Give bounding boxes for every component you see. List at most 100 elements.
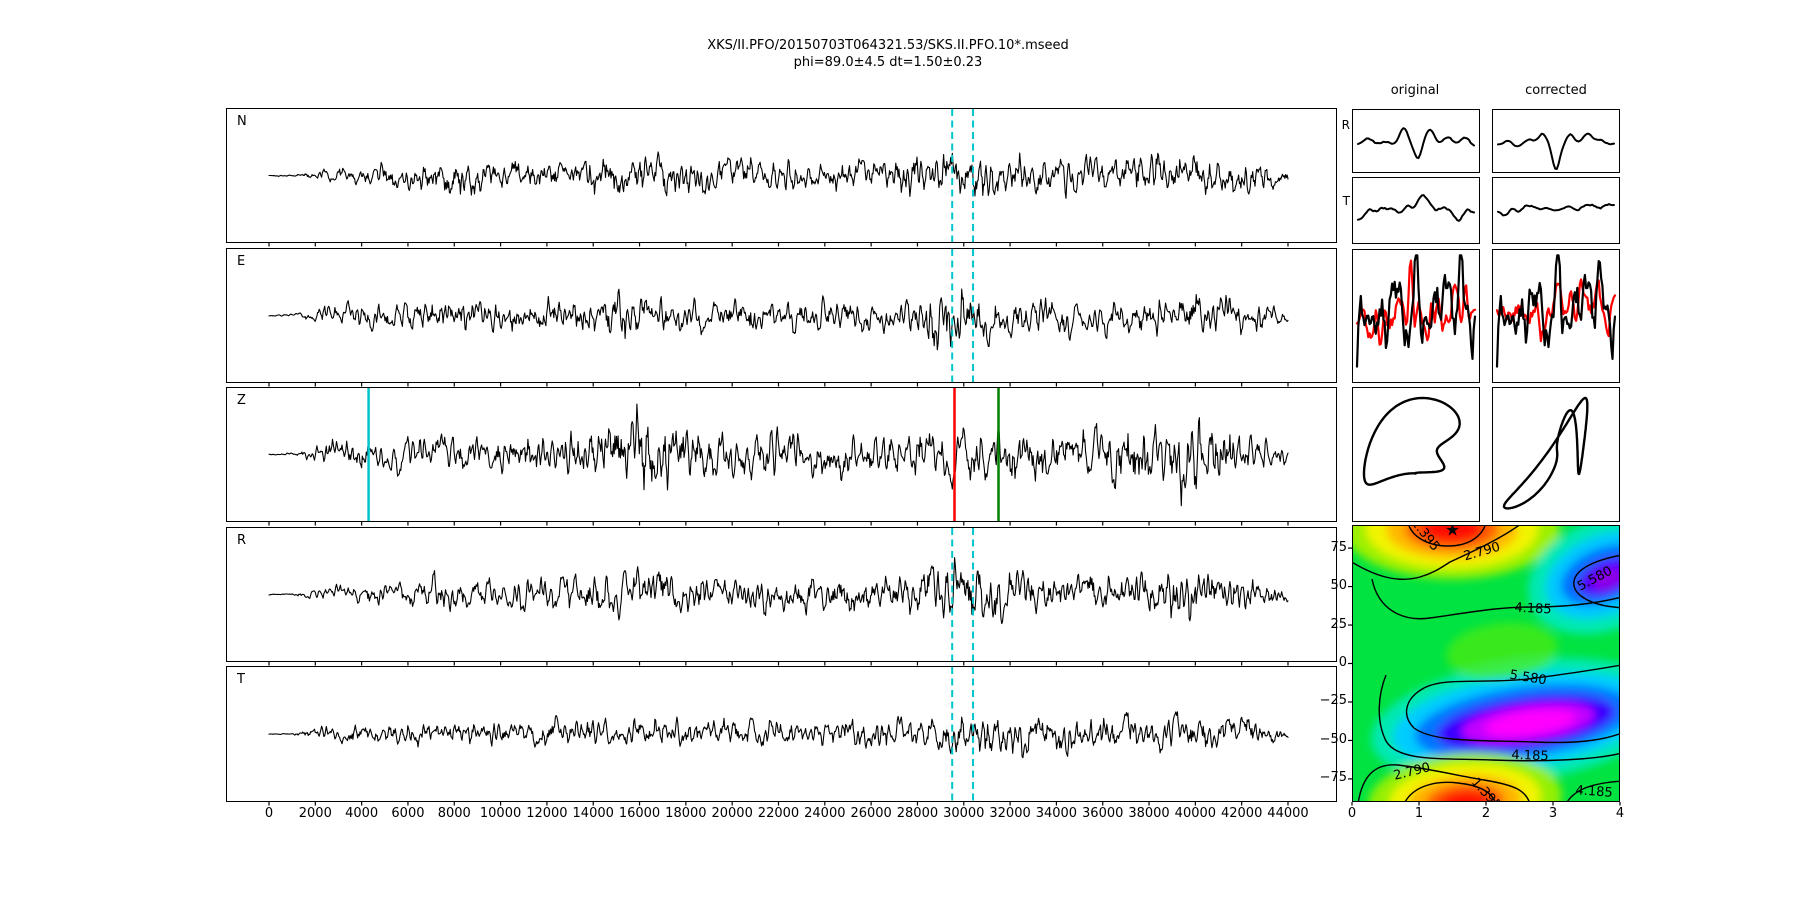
x-tick-label: 12000 — [526, 806, 568, 821]
x-tick-label: 32000 — [989, 806, 1031, 821]
contour-x-tick-label: 0 — [1347, 806, 1357, 821]
trace-path — [268, 151, 1289, 199]
trace-path — [1357, 194, 1475, 222]
panel-label-n: N — [237, 114, 247, 129]
row-label-t: T — [1342, 194, 1350, 208]
trace-path — [1355, 259, 1477, 346]
r-original-panel — [1352, 109, 1480, 173]
x-tick-label: 10000 — [479, 806, 522, 821]
x-tick-label: 18000 — [665, 806, 707, 821]
contour-line — [1378, 674, 1620, 762]
t-original-panel — [1352, 177, 1480, 244]
x-tick-label: 24000 — [804, 806, 846, 821]
fast-slow-original-traces — [1355, 254, 1477, 368]
panel-label-t: T — [237, 672, 245, 687]
x-tick-label: 8000 — [437, 806, 471, 821]
panel-label-e: E — [237, 254, 246, 269]
r-corrected-panel — [1492, 109, 1620, 173]
contour-x-tick-label: 1 — [1414, 806, 1424, 821]
trace-path — [1497, 203, 1615, 217]
contour-line — [1573, 554, 1620, 609]
trace-path — [1362, 396, 1461, 486]
seismogram-trace-z — [268, 388, 1289, 521]
row-label-r: R — [1341, 118, 1350, 132]
x-tick-label: 30000 — [943, 806, 985, 821]
r-original-trace — [1357, 127, 1475, 160]
contour-frame — [1352, 525, 1620, 802]
best-solution-star-icon: ★ — [1445, 525, 1460, 541]
fast-slow-original-panel — [1352, 249, 1480, 383]
trace-path — [268, 403, 1289, 507]
seismogram-panel-z: Z — [226, 387, 1337, 522]
contour-line — [1352, 525, 1521, 580]
trace-path — [1497, 132, 1615, 170]
x-tick-label: 6000 — [391, 806, 425, 821]
fast-slow-corrected-traces — [1495, 254, 1617, 368]
t-corrected-trace — [1497, 203, 1615, 217]
particle-motion-original-panel — [1352, 387, 1480, 522]
column-header-corrected: corrected — [1525, 83, 1587, 98]
contour-line — [1566, 780, 1620, 802]
trace-path — [268, 557, 1289, 625]
t-original-trace — [1357, 194, 1475, 222]
x-tick-label: 36000 — [1082, 806, 1124, 821]
panel-label-r: R — [237, 533, 247, 548]
contour-y-tick-label: −75 — [1319, 770, 1347, 786]
x-tick-label: 22000 — [757, 806, 800, 821]
x-tick-label: 20000 — [711, 806, 753, 821]
particle-motion-corrected-panel — [1492, 387, 1620, 522]
contour-line — [1408, 525, 1486, 547]
contour-level-label: 4.185 — [1514, 601, 1552, 618]
contour-line — [1404, 781, 1496, 802]
figure-subtitle: phi=89.0±4.5 dt=1.50±0.23 — [793, 55, 983, 70]
contour-y-tick-label: 75 — [1330, 539, 1347, 555]
r-corrected-trace — [1497, 132, 1615, 170]
x-tick-label: 2000 — [298, 806, 332, 821]
contour-line — [1405, 664, 1620, 744]
x-tick-label: 26000 — [850, 806, 892, 821]
t-corrected-panel — [1492, 177, 1620, 244]
seismogram-panel-t: T — [226, 666, 1337, 802]
trace-path — [1357, 127, 1475, 160]
seismogram-trace-e — [268, 249, 1289, 382]
seismogram-trace-r — [268, 528, 1289, 661]
contour-x-tick-label: 2 — [1481, 806, 1491, 821]
figure-title: XKS/II.PFO/20150703T064321.53/SKS.II.PFO… — [707, 38, 1069, 53]
contour-y-tick-label: −25 — [1319, 693, 1347, 709]
contour-x-tick-label: 3 — [1548, 806, 1558, 821]
trace-path — [268, 711, 1289, 759]
trace-path — [1502, 396, 1589, 510]
x-tick-label: 38000 — [1128, 806, 1170, 821]
contour-y-tick-label: −50 — [1319, 731, 1347, 747]
energy-contour-map: 1.395 2.790 5.580 4.185 5.580 4.185 2.790 1.395… — [1352, 525, 1620, 802]
x-tick-label: 28000 — [896, 806, 939, 821]
contour-line — [1371, 578, 1620, 620]
contour-x-tick-label: 4 — [1615, 806, 1625, 821]
x-tick-label: 16000 — [618, 806, 661, 821]
trace-path — [268, 288, 1289, 351]
seismogram-trace-t — [268, 667, 1289, 801]
contour-y-tick-label: 50 — [1330, 578, 1347, 594]
x-tick-label: 0 — [264, 806, 274, 821]
seismogram-trace-n — [268, 109, 1289, 242]
fast-slow-corrected-panel — [1492, 249, 1620, 383]
trace-path — [1355, 254, 1477, 368]
particle-motion-corrected-curve — [1502, 396, 1589, 510]
contour-level-label: 5.580 — [1508, 668, 1547, 689]
seismogram-panel-n: N — [226, 108, 1337, 243]
x-tick-label: 4000 — [345, 806, 379, 821]
contour-map-surface: 1.395 2.7905.5804.1855.5804.1852.7901.395… — [1352, 525, 1620, 802]
x-tick-label: 44000 — [1267, 806, 1309, 821]
x-tick-label: 34000 — [1035, 806, 1078, 821]
x-tick-label: 42000 — [1220, 806, 1263, 821]
x-tick-label: 40000 — [1174, 806, 1217, 821]
contour-line — [1357, 764, 1530, 802]
trace-path — [1495, 254, 1617, 368]
column-header-original: original — [1390, 83, 1440, 98]
x-tick-label: 14000 — [572, 806, 614, 821]
seismogram-panel-r: R — [226, 527, 1337, 662]
contour-level-label: 4.185 — [1511, 748, 1549, 764]
contour-y-tick-label: 0 — [1338, 655, 1347, 670]
panel-label-z: Z — [237, 393, 246, 408]
